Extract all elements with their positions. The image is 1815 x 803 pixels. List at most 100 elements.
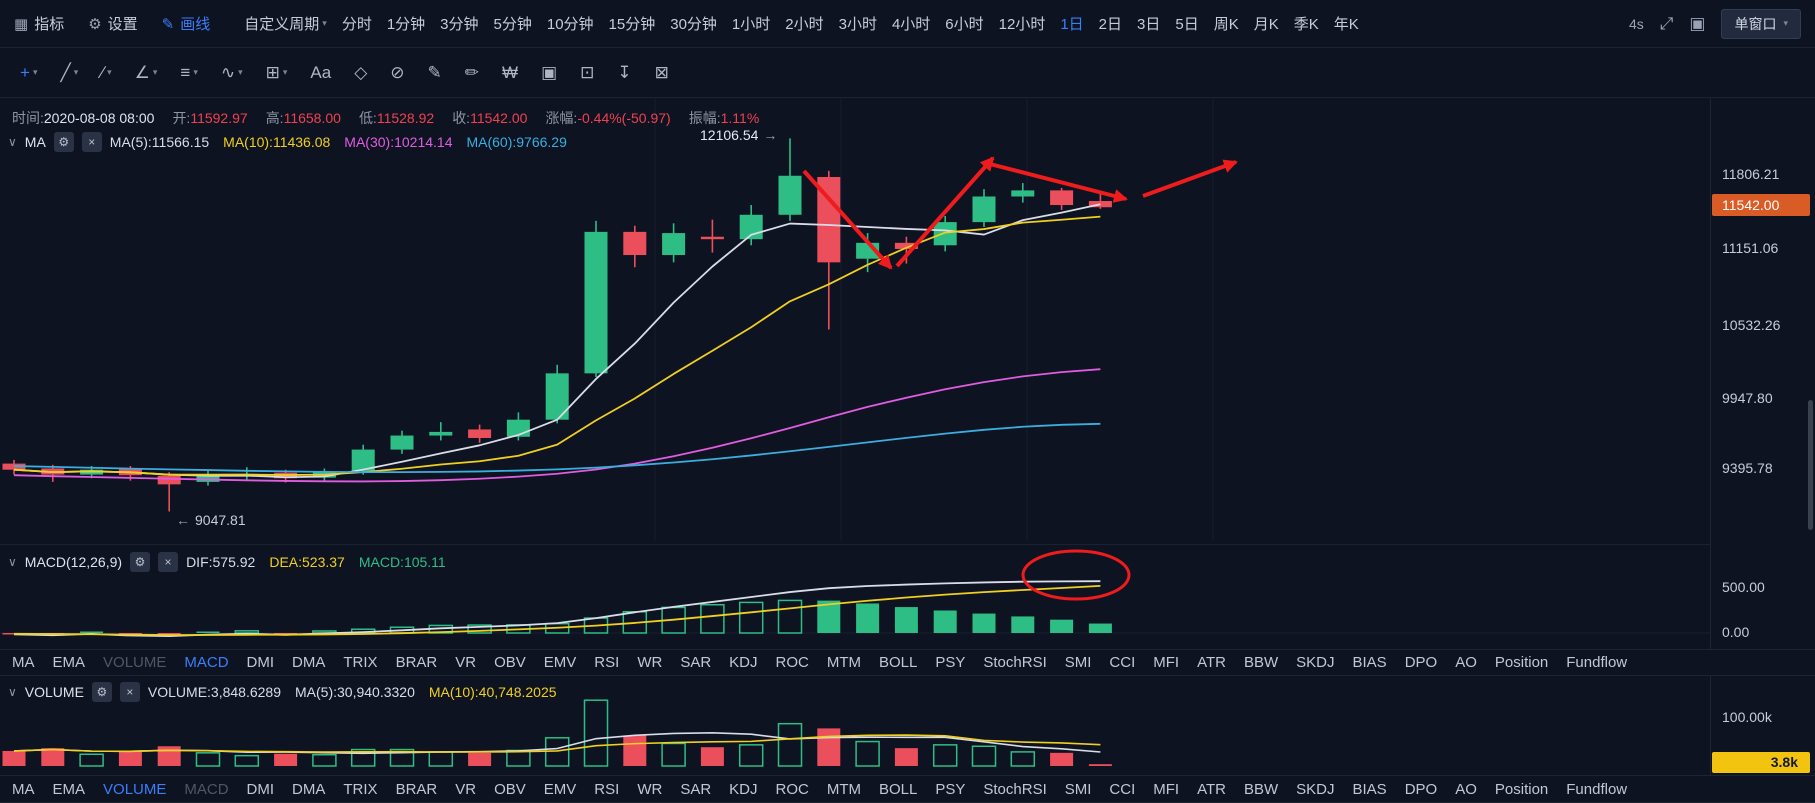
pattern-tool[interactable]: ◇ (346, 59, 375, 87)
period-月K[interactable]: 月K (1253, 16, 1279, 33)
screenshot-tool[interactable]: ▣ (533, 59, 565, 87)
period-2日[interactable]: 2日 (1098, 16, 1123, 33)
tab-position[interactable]: Position (1494, 780, 1549, 798)
tab-dpo[interactable]: DPO (1404, 780, 1438, 798)
pen-tool[interactable]: ✏ (457, 59, 487, 87)
period-2小时[interactable]: 2小时 (785, 16, 824, 33)
ruler-tool[interactable]: ✎ (420, 59, 450, 87)
period-30分钟[interactable]: 30分钟 (670, 16, 717, 33)
tab-volume[interactable]: VOLUME (103, 654, 167, 671)
tab-dmi[interactable]: DMI (246, 780, 275, 798)
tab-fundflow[interactable]: Fundflow (1566, 654, 1628, 671)
tab-stochrsi[interactable]: StochRSI (983, 780, 1047, 798)
tab-bbw[interactable]: BBW (1243, 654, 1279, 671)
delete-tool[interactable]: ⊠ (647, 59, 677, 87)
period-5日[interactable]: 5日 (1175, 16, 1199, 33)
tab-brar[interactable]: BRAR (395, 654, 438, 671)
drawline-button[interactable]: ✎ 画线 (162, 13, 211, 34)
tab-rsi[interactable]: RSI (594, 780, 620, 798)
scrollbar-thumb[interactable] (1808, 400, 1813, 530)
tab-psy[interactable]: PSY (935, 654, 966, 671)
tab-macd[interactable]: MACD (184, 654, 229, 671)
tab-emv[interactable]: EMV (543, 780, 577, 798)
tab-position[interactable]: Position (1494, 654, 1549, 671)
tab-cci[interactable]: CCI (1109, 654, 1136, 671)
tab-emv[interactable]: EMV (543, 654, 577, 671)
tab-obv[interactable]: OBV (494, 780, 526, 798)
tab-smi[interactable]: SMI (1064, 654, 1092, 671)
crosshair-tool[interactable]: + ▾ (12, 59, 45, 87)
parallel-lines-tool[interactable]: ≡ ▾ (172, 59, 205, 87)
period-1日[interactable]: 1日 (1060, 16, 1084, 33)
angle-tool[interactable]: ∠ ▾ (127, 59, 166, 87)
wave-tool[interactable]: ∿ ▾ (213, 59, 251, 87)
tab-bias[interactable]: BIAS (1352, 654, 1387, 671)
text-tool[interactable]: Aa (302, 59, 339, 87)
close-icon[interactable]: × (158, 552, 179, 572)
gear-icon[interactable]: ⚙ (53, 132, 74, 152)
tab-bbw[interactable]: BBW (1243, 780, 1279, 798)
tab-volume[interactable]: VOLUME (103, 780, 167, 798)
tab-fundflow[interactable]: Fundflow (1566, 780, 1628, 798)
tab-mtm[interactable]: MTM (826, 780, 861, 798)
tab-ao[interactable]: AO (1455, 780, 1477, 798)
gear-icon[interactable]: ⚙ (130, 552, 151, 572)
tab-stochrsi[interactable]: StochRSI (983, 654, 1047, 671)
tab-kdj[interactable]: KDJ (729, 780, 758, 798)
period-自定义周期[interactable]: 自定义周期 ▾ (244, 16, 327, 33)
tab-dma[interactable]: DMA (292, 654, 326, 671)
popout-icon[interactable]: ▣ (1689, 13, 1706, 33)
tab-trix[interactable]: TRIX (343, 654, 378, 671)
tab-mfi[interactable]: MFI (1153, 654, 1180, 671)
tab-dmi[interactable]: DMI (246, 654, 275, 671)
export-tool[interactable]: ↧ (609, 59, 639, 87)
settings-button[interactable]: ⚙ 设置 (88, 13, 137, 34)
ray-tool[interactable]: ∕ ▾ (93, 59, 119, 87)
tab-atr[interactable]: ATR (1197, 654, 1226, 671)
gear-icon[interactable]: ⚙ (91, 682, 112, 702)
collapse-icon[interactable]: ∨ (8, 135, 17, 149)
tab-atr[interactable]: ATR (1197, 780, 1226, 798)
period-1小时[interactable]: 1小时 (731, 16, 771, 33)
tab-vr[interactable]: VR (455, 654, 477, 671)
period-分时[interactable]: 分时 (341, 16, 372, 33)
period-1分钟[interactable]: 1分钟 (386, 16, 426, 33)
tab-psy[interactable]: PSY (935, 780, 966, 798)
tab-mtm[interactable]: MTM (826, 654, 861, 671)
tab-vr[interactable]: VR (455, 780, 477, 798)
tab-ma[interactable]: MA (12, 654, 35, 671)
period-15分钟[interactable]: 15分钟 (608, 16, 656, 33)
period-周K[interactable]: 周K (1213, 16, 1239, 33)
period-5分钟[interactable]: 5分钟 (493, 16, 532, 33)
tab-cci[interactable]: CCI (1109, 780, 1136, 798)
tab-wr[interactable]: WR (637, 780, 663, 798)
period-10分钟[interactable]: 10分钟 (546, 16, 594, 33)
period-6小时[interactable]: 6小时 (945, 16, 984, 33)
tab-sar[interactable]: SAR (680, 654, 712, 671)
tab-brar[interactable]: BRAR (395, 780, 438, 798)
close-icon[interactable]: × (119, 682, 140, 702)
circle-slash-tool[interactable]: ⊘ (382, 59, 412, 87)
period-3小时[interactable]: 3小时 (838, 16, 877, 33)
tab-wr[interactable]: WR (637, 654, 663, 671)
tab-roc[interactable]: ROC (775, 654, 809, 671)
tab-skdj[interactable]: SKDJ (1296, 780, 1335, 798)
close-icon[interactable]: × (81, 132, 102, 152)
tab-roc[interactable]: ROC (775, 780, 809, 798)
brush-tool[interactable]: ₩ (494, 59, 526, 87)
tab-bias[interactable]: BIAS (1352, 780, 1387, 798)
tab-macd[interactable]: MACD (184, 780, 229, 798)
window-mode-button[interactable]: 单窗口 ▾ (1721, 8, 1801, 39)
tab-trix[interactable]: TRIX (343, 780, 378, 798)
tab-ma[interactable]: MA (12, 780, 35, 798)
tab-dma[interactable]: DMA (292, 780, 326, 798)
tab-boll[interactable]: BOLL (879, 780, 918, 798)
tab-dpo[interactable]: DPO (1404, 654, 1438, 671)
collapse-icon[interactable]: ∨ (8, 685, 17, 699)
tab-rsi[interactable]: RSI (594, 654, 620, 671)
period-12小时[interactable]: 12小时 (998, 16, 1046, 33)
collapse-icon[interactable]: ∨ (8, 555, 17, 569)
trendline-tool[interactable]: ╱ ▾ (52, 59, 86, 87)
period-3日[interactable]: 3日 (1137, 16, 1161, 33)
